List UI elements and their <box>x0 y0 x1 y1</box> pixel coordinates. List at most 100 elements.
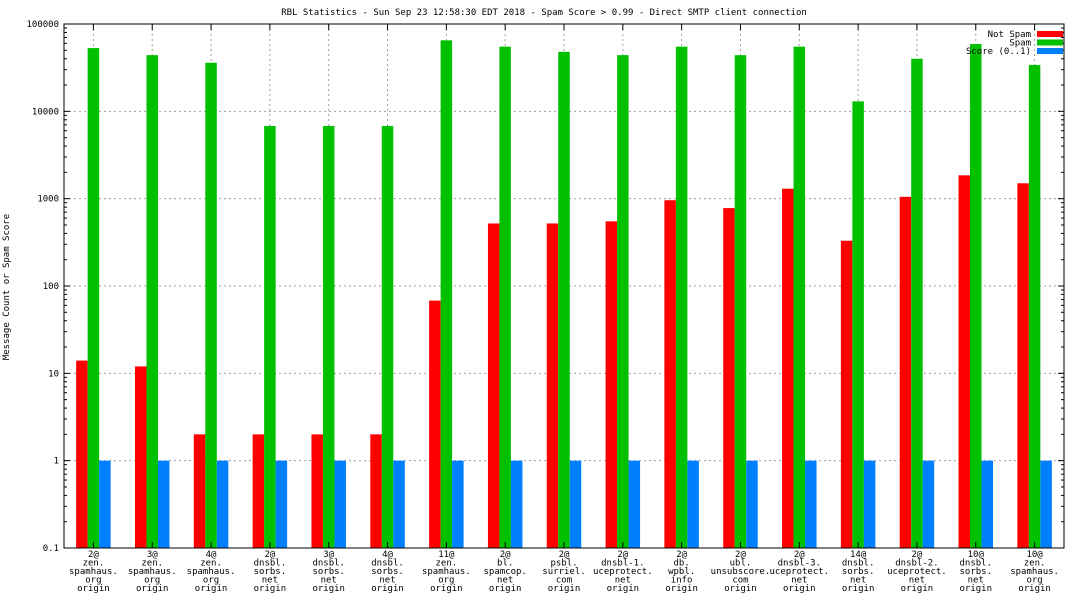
x-tick-label-line: dnsbl. <box>254 559 287 569</box>
bar-not-spam <box>723 208 735 549</box>
bar-score-0-1 <box>569 460 582 548</box>
x-tick-label-line: 2@ <box>794 550 805 560</box>
x-tick-label: 2@ ubl. unsubscore. com origin <box>711 550 771 594</box>
x-tick-label-line: 2@ <box>676 550 687 560</box>
x-tick-label-line: info <box>671 576 693 586</box>
x-tick-label-line: wpbl. <box>668 567 695 577</box>
x-tick-label-line: sorbs. <box>842 567 875 577</box>
x-tick-label-line: org <box>85 576 101 586</box>
x-tick-label-line: 2@ <box>500 550 511 560</box>
bar-not-spam <box>546 223 559 548</box>
bar-spam <box>264 125 276 549</box>
bar-score-0-1 <box>510 460 523 548</box>
x-tick-label-line: psbl. <box>550 559 577 569</box>
bar-spam <box>793 46 806 549</box>
x-tick-label: 14@ dnsbl. sorbs. net origin <box>842 550 875 594</box>
bar-spam <box>381 125 394 549</box>
bar-not-spam <box>76 360 88 548</box>
bar-score-0-1 <box>1040 460 1052 548</box>
x-tick-label-line: bl. <box>497 559 513 569</box>
x-tick-label-line: zen. <box>83 559 105 569</box>
x-tick-label-line: surriel. <box>542 567 585 577</box>
bar-not-spam <box>840 240 853 549</box>
x-tick-label-line: 3@ <box>147 550 158 560</box>
legend-label: Not Spam <box>988 30 1031 40</box>
x-tick-label-line: origin <box>548 584 581 594</box>
x-tick-label: 2@ dnsbl-2. uceprotect. net origin <box>887 550 947 594</box>
bar-spam <box>617 55 629 549</box>
x-tick-label-line: 14@ <box>850 550 867 560</box>
x-tick-label-line: origin <box>371 584 404 594</box>
x-tick-label-line: dnsbl. <box>842 559 875 569</box>
x-tick-label-line: origin <box>901 584 934 594</box>
x-tick-label-line: zen. <box>200 559 222 569</box>
legend-swatch <box>1037 48 1063 54</box>
bar-score-0-1 <box>393 460 405 548</box>
bar-spam <box>499 46 511 549</box>
bar-not-spam <box>899 196 912 548</box>
bar-not-spam <box>311 434 323 548</box>
x-tick-label-line: origin <box>1018 584 1051 594</box>
bar-score-0-1 <box>275 460 288 548</box>
x-tick-label-line: net <box>321 576 337 586</box>
bar-spam <box>675 46 688 549</box>
x-tick-label-line: origin <box>724 584 757 594</box>
x-tick-label: 2@ dnsbl-3. uceprotect. net origin <box>769 550 829 594</box>
bar-score-0-1 <box>452 460 464 548</box>
x-tick-label-line: 10@ <box>1026 550 1043 560</box>
x-tick-label-line: 2@ <box>735 550 746 560</box>
x-tick-label-line: net <box>968 576 984 586</box>
x-tick-label-line: 4@ <box>206 550 217 560</box>
x-tick-label-line: com <box>556 576 572 586</box>
x-tick-label-line: 2@ <box>617 550 628 560</box>
x-tick-label-line: net <box>791 576 807 586</box>
x-tick-label-line: 2@ <box>559 550 570 560</box>
bar-not-spam <box>782 188 794 548</box>
x-tick-label-line: dnsbl-1. <box>601 559 644 569</box>
x-tick-label-line: uceprotect. <box>593 567 653 577</box>
legend-swatch <box>1037 31 1063 37</box>
x-tick-label-line: org <box>203 576 219 586</box>
bar-score-0-1 <box>981 460 994 548</box>
bars <box>76 40 1052 549</box>
y-tick-label: 1 <box>54 457 59 467</box>
x-tick-label-line: origin <box>254 584 287 594</box>
x-tick-label-line: com <box>732 576 748 586</box>
x-tick-label-line: origin <box>136 584 169 594</box>
bar-not-spam <box>664 200 676 549</box>
bar-score-0-1 <box>863 460 876 548</box>
x-tick-label: 3@ dnsbl. sorbs. net origin <box>312 550 345 594</box>
bar-spam <box>970 44 982 548</box>
x-tick-label-line: net <box>850 576 866 586</box>
y-tick-label: 10 <box>48 369 59 379</box>
x-tick-label-line: dnsbl. <box>312 559 345 569</box>
x-tick-label-line: net <box>909 576 925 586</box>
bar-not-spam <box>1017 183 1029 548</box>
y-tick-label: 0.1 <box>43 544 59 554</box>
x-tick-label-line: org <box>1026 576 1042 586</box>
x-tick-label-line: spamcop. <box>483 567 526 577</box>
legend-label: Score (0..1) <box>966 47 1031 57</box>
x-tick-label-line: 2@ <box>88 550 99 560</box>
x-tick-label: 2@ db. wpbl. info origin <box>665 550 698 594</box>
x-tick-label-line: org <box>144 576 160 586</box>
bar-score-0-1 <box>334 460 346 548</box>
y-axis-label: Message Count or Spam Score <box>2 214 12 360</box>
y-tick-label: 100 <box>43 282 59 292</box>
x-tick-label-line: sorbs. <box>254 567 287 577</box>
x-tick-label-line: zen. <box>1024 559 1046 569</box>
x-tick-label-line: net <box>379 576 395 586</box>
bar-not-spam <box>252 434 265 548</box>
x-tick-label: 4@ dnsbl. sorbs. net origin <box>371 550 404 594</box>
bar-score-0-1 <box>922 460 935 548</box>
bar-spam <box>146 55 158 549</box>
x-tick-label-line: origin <box>430 584 463 594</box>
x-tick-label-line: origin <box>489 584 522 594</box>
x-tick-label-line: spamhaus. <box>128 567 177 577</box>
bar-score-0-1 <box>746 460 758 548</box>
x-tick-label: 4@ zen. spamhaus. org origin <box>187 550 236 594</box>
x-tick-label-line: unsubscore. <box>711 567 771 577</box>
x-tick-label-line: 2@ <box>912 550 923 560</box>
